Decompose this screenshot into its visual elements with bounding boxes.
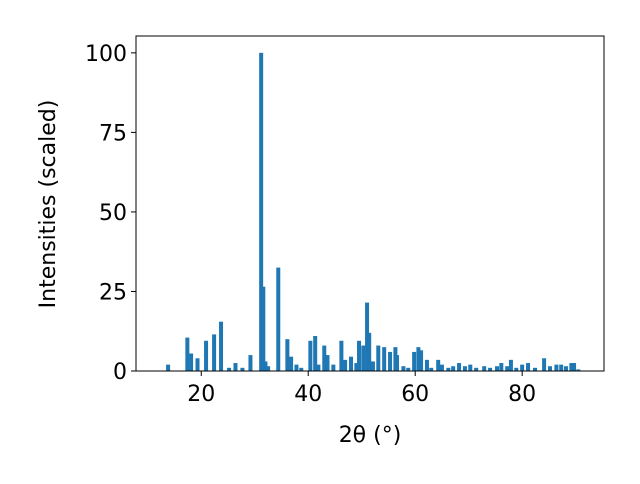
bar — [559, 364, 564, 371]
bar — [294, 364, 299, 371]
bar — [316, 364, 321, 371]
bar — [429, 367, 434, 371]
bar — [248, 355, 253, 371]
bar — [569, 363, 574, 371]
bar — [424, 359, 429, 371]
bar — [189, 353, 194, 371]
bar — [526, 363, 531, 371]
bar — [261, 286, 266, 371]
bar — [308, 340, 313, 371]
bar — [313, 336, 318, 371]
bar — [462, 366, 467, 371]
bar — [412, 351, 417, 371]
x-tick-label: 60 — [401, 382, 429, 407]
bar — [166, 364, 171, 371]
x-tick-label: 20 — [187, 382, 215, 407]
bar — [576, 369, 581, 371]
bar — [289, 356, 294, 371]
bar — [520, 364, 525, 371]
bar — [468, 364, 473, 371]
bar — [266, 366, 271, 371]
x-tick-label: 40 — [294, 382, 322, 407]
bar — [331, 364, 336, 371]
bar — [276, 267, 281, 371]
bar — [474, 367, 479, 371]
bar — [361, 345, 366, 371]
bar — [349, 356, 354, 371]
bar — [401, 366, 406, 371]
y-tick-label: 50 — [99, 201, 127, 226]
bar — [488, 367, 493, 371]
bar — [195, 358, 200, 371]
bar — [322, 345, 327, 371]
bar — [263, 361, 268, 371]
bar — [564, 366, 569, 371]
bar — [376, 345, 381, 371]
bar — [354, 363, 359, 371]
bar — [382, 347, 387, 371]
bar — [185, 337, 190, 371]
bar — [367, 332, 372, 371]
bar — [499, 363, 504, 371]
bar — [388, 351, 393, 371]
bar — [533, 367, 538, 371]
bar — [233, 363, 238, 371]
bar — [542, 358, 547, 371]
y-tick-label: 25 — [99, 280, 127, 305]
plot-frame — [135, 35, 605, 372]
bar — [357, 340, 362, 371]
bar — [436, 359, 441, 371]
bar — [572, 363, 577, 371]
bar — [495, 366, 500, 371]
bar — [419, 350, 424, 371]
y-tick-label: 75 — [99, 121, 127, 146]
bar — [219, 321, 224, 371]
bar — [505, 366, 510, 371]
bar — [343, 359, 348, 371]
bar — [240, 367, 245, 371]
y-axis-label: Intensities (scaled) — [36, 100, 61, 309]
bar — [365, 302, 370, 371]
bar — [299, 367, 304, 371]
bar — [395, 355, 400, 371]
bar — [457, 363, 462, 371]
bar — [508, 359, 513, 371]
bar — [439, 364, 444, 371]
bar — [285, 339, 290, 371]
bar — [514, 367, 519, 371]
bar — [547, 366, 552, 371]
bar — [446, 367, 451, 371]
x-tick-label: 80 — [508, 382, 536, 407]
bar — [204, 340, 209, 371]
bar — [451, 366, 456, 371]
bar — [325, 355, 330, 371]
y-tick-label: 0 — [113, 360, 127, 385]
bar — [482, 366, 487, 371]
bar — [259, 52, 264, 371]
bar — [227, 367, 232, 371]
bar — [212, 334, 217, 371]
bar — [370, 361, 375, 371]
y-tick-label: 100 — [85, 42, 127, 67]
bar — [416, 347, 421, 371]
bar — [554, 364, 559, 371]
x-axis-label: 2θ (°) — [339, 423, 402, 448]
bar — [339, 340, 344, 371]
bar — [406, 367, 411, 371]
